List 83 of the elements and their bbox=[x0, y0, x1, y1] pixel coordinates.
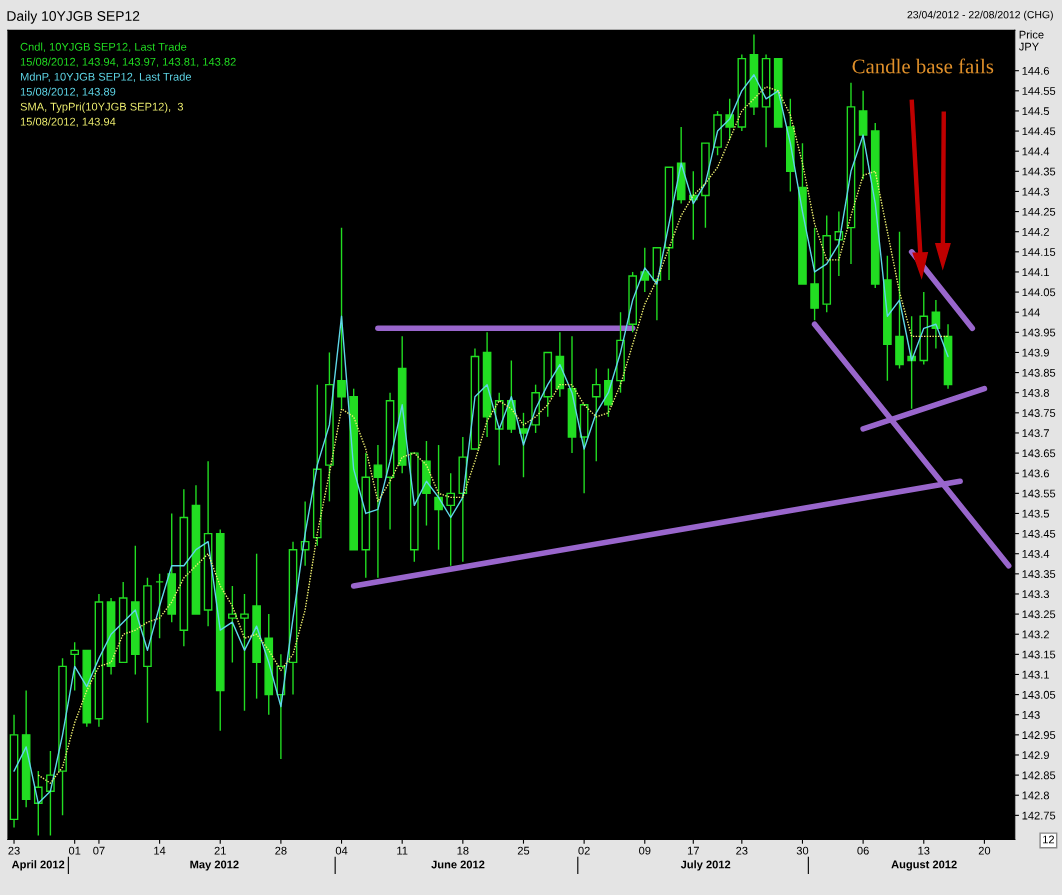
x-tick-label: 23 bbox=[736, 846, 748, 855]
candlestick bbox=[446, 472, 456, 567]
x-tick-label: 04 bbox=[335, 846, 348, 855]
x-tick-label: 06 bbox=[857, 846, 869, 855]
y-tick-label: 143.7 bbox=[1022, 429, 1049, 438]
y-tick-label: 142.9 bbox=[1022, 751, 1049, 760]
x-tick-label: 07 bbox=[93, 846, 105, 855]
y-tick-label: 143.3 bbox=[1022, 590, 1049, 599]
y-tick-label: 144.35 bbox=[1022, 167, 1056, 176]
y-tick-label: 144.4 bbox=[1022, 147, 1050, 156]
y-tick-label: 143.65 bbox=[1022, 449, 1056, 458]
text: June 2012 bbox=[431, 860, 485, 869]
y-tick-label: 144.2 bbox=[1022, 227, 1049, 236]
y-tick-label: 143.35 bbox=[1022, 570, 1056, 578]
y-tick-label: 144.05 bbox=[1022, 288, 1056, 297]
text: Cndl, 10YJGB SEP12, Last Trade bbox=[20, 42, 187, 53]
y-tick-label: 143.55 bbox=[1022, 489, 1056, 498]
x-tick-label: 09 bbox=[639, 846, 651, 855]
x-tick-label: 21 bbox=[214, 846, 226, 855]
text: MdnP, 10YJGB SEP12, Last Trade bbox=[20, 72, 192, 82]
text: August 2012 bbox=[891, 860, 957, 871]
candlestick bbox=[591, 367, 601, 462]
y-tick-label: 143.75 bbox=[1022, 409, 1056, 417]
y-tick-label: 143.5 bbox=[1022, 509, 1050, 518]
y-tick-label: 143.1 bbox=[1022, 670, 1049, 679]
y-tick-label: 143.2 bbox=[1022, 630, 1049, 639]
x-tick-label: 17 bbox=[687, 846, 699, 855]
y-tick-label: 143.6 bbox=[1022, 469, 1049, 478]
x-tick-label: 23 bbox=[8, 846, 20, 855]
x-tick-label: 20 bbox=[978, 846, 991, 855]
x-tick-label: 13 bbox=[918, 846, 930, 855]
y-tick-label: 142.75 bbox=[1022, 811, 1056, 820]
x-tick-label: 14 bbox=[154, 846, 166, 855]
y-tick-label: 142.85 bbox=[1022, 771, 1056, 780]
text: July 2012 bbox=[680, 860, 731, 871]
y-tick-label: 144.6 bbox=[1022, 66, 1049, 75]
y-tick-label: 144 bbox=[1022, 308, 1040, 317]
y-tick-label: 144.55 bbox=[1022, 87, 1056, 95]
y-tick-label: 143.9 bbox=[1022, 348, 1049, 357]
y-tick-label: 143.25 bbox=[1022, 610, 1056, 619]
candlestick bbox=[640, 247, 650, 293]
y-tick-label: 143.85 bbox=[1022, 368, 1056, 377]
text: SMA, TypPri(10YJGB SEP12), 3 bbox=[20, 102, 183, 113]
y-tick-label: 142.95 bbox=[1022, 731, 1056, 739]
candlestick bbox=[337, 226, 346, 410]
candlestick bbox=[240, 593, 249, 712]
text: 12 bbox=[1043, 835, 1055, 844]
y-tick-label: 143.05 bbox=[1022, 690, 1056, 699]
annotation: 15/08/2012, 143.94, 143.97, 143.81, 143.82 bbox=[20, 57, 236, 68]
x-tick-label: 25 bbox=[517, 846, 530, 855]
y-tick-label: 144.45 bbox=[1022, 127, 1056, 136]
x-tick-label: 01 bbox=[68, 846, 81, 855]
text: April 2012 bbox=[11, 860, 65, 871]
y-tick-label: 143.95 bbox=[1022, 328, 1056, 337]
y-tick-label: 144.15 bbox=[1022, 248, 1056, 256]
chart-title: Daily 10YJGB SEP12 bbox=[7, 10, 140, 24]
x-tick-label: 28 bbox=[275, 846, 287, 855]
y-tick-label: 144.5 bbox=[1022, 107, 1050, 116]
y-tick-label: 143.45 bbox=[1022, 529, 1056, 538]
y-tick-label: 143.8 bbox=[1022, 388, 1050, 397]
y-tick-label: 144.3 bbox=[1022, 187, 1049, 196]
x-tick-label: 30 bbox=[796, 846, 809, 855]
annotation: 15/08/2012, 143.89 bbox=[20, 87, 116, 97]
y-tick-label: 144.25 bbox=[1022, 207, 1056, 216]
y-tick-label: 143 bbox=[1022, 710, 1040, 719]
text: May 2012 bbox=[190, 860, 239, 871]
x-tick-label: 11 bbox=[397, 846, 408, 855]
y-tick-label: 144.1 bbox=[1022, 268, 1049, 276]
y-axis-title: Price JPY bbox=[1018, 30, 1044, 51]
candlestick bbox=[373, 444, 383, 579]
chart-subtitle: 23/04/2012 - 22/08/2012 (CHG) bbox=[907, 10, 1053, 21]
candlestick bbox=[519, 412, 528, 478]
candlestick bbox=[725, 98, 735, 140]
y-tick-label: 143.4 bbox=[1022, 549, 1050, 558]
y-tick-label: 143.15 bbox=[1022, 650, 1056, 659]
x-tick-label: 02 bbox=[578, 846, 590, 855]
annotation: Candle base fails bbox=[852, 58, 994, 74]
candlestick bbox=[228, 585, 237, 664]
y-tick-label: 142.8 bbox=[1022, 791, 1050, 800]
candlestick bbox=[70, 641, 80, 692]
x-tick-label: 18 bbox=[457, 846, 469, 855]
annotation: 15/08/2012, 143.94 bbox=[20, 117, 116, 127]
candlestick bbox=[434, 444, 443, 551]
